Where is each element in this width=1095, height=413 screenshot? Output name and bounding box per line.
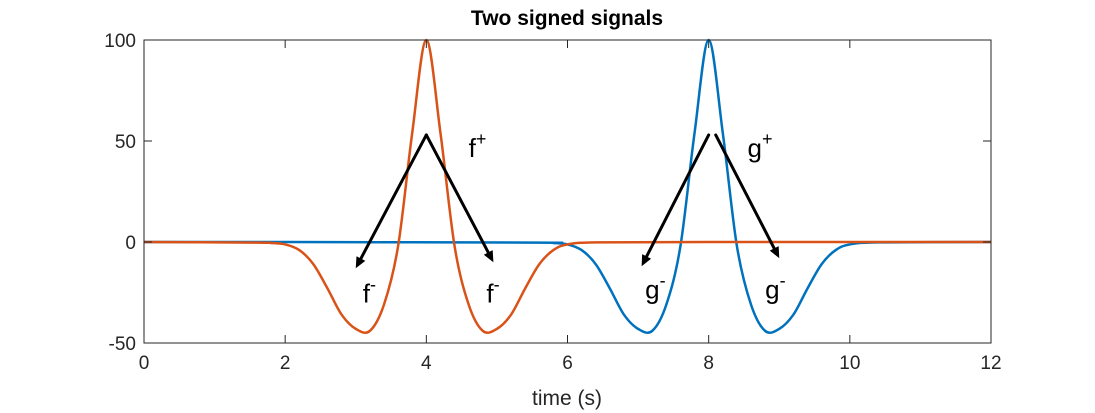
annotation-label: g- — [765, 271, 785, 305]
annotation-sup: + — [476, 129, 487, 149]
x-tick-label: 12 — [980, 353, 1001, 374]
y-tick-label: 0 — [125, 233, 136, 254]
annotation-sup: - — [494, 275, 500, 295]
x-tick-label: 2 — [280, 353, 291, 374]
annotation-arrow — [641, 133, 711, 267]
y-tick-label: -50 — [109, 334, 136, 355]
annotation-layer: f+f-f-g+g-g- — [355, 129, 786, 309]
annotation-label: f- — [486, 275, 499, 309]
annotation-label: g+ — [747, 129, 772, 163]
x-tick-label: 4 — [421, 353, 432, 374]
annotation-sup: - — [780, 271, 786, 291]
x-tick-label: 10 — [839, 353, 860, 374]
annotation-sup: - — [660, 271, 666, 291]
series-layer — [143, 38, 992, 334]
annotation-sup: - — [370, 275, 376, 295]
annotation-base: g — [645, 275, 659, 305]
annotation-base: f — [363, 279, 371, 309]
annotation-base: f — [486, 279, 494, 309]
annotation-base: g — [765, 275, 779, 305]
plot-area — [144, 40, 991, 343]
y-tick-label: 100 — [104, 31, 136, 52]
annotation-sup: + — [762, 129, 773, 149]
x-tick-label: 6 — [562, 353, 573, 374]
annotation-label: g- — [645, 271, 665, 305]
annotation-arrow — [714, 133, 780, 259]
annotation-arrow — [355, 133, 428, 269]
annotation-label: f+ — [469, 129, 487, 163]
series-line-g — [143, 38, 992, 334]
x-tick-label: 0 — [139, 353, 150, 374]
series-line-f — [143, 38, 992, 334]
annotation-label: f- — [363, 275, 376, 309]
x-tick-label: 8 — [703, 353, 714, 374]
x-axis-label: time (s) — [532, 387, 602, 410]
annotation-base: g — [747, 133, 761, 163]
annotation-arrow — [424, 133, 494, 263]
annotation-base: f — [469, 133, 477, 163]
chart-title: Two signed signals — [471, 7, 663, 30]
y-tick-label: 50 — [115, 132, 136, 153]
